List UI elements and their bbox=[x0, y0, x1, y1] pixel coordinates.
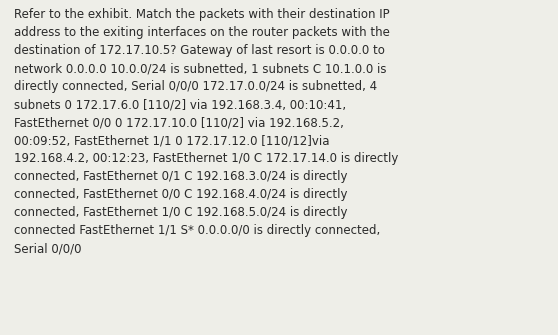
Text: Refer to the exhibit. Match the packets with their destination IP
address to the: Refer to the exhibit. Match the packets … bbox=[14, 8, 398, 255]
